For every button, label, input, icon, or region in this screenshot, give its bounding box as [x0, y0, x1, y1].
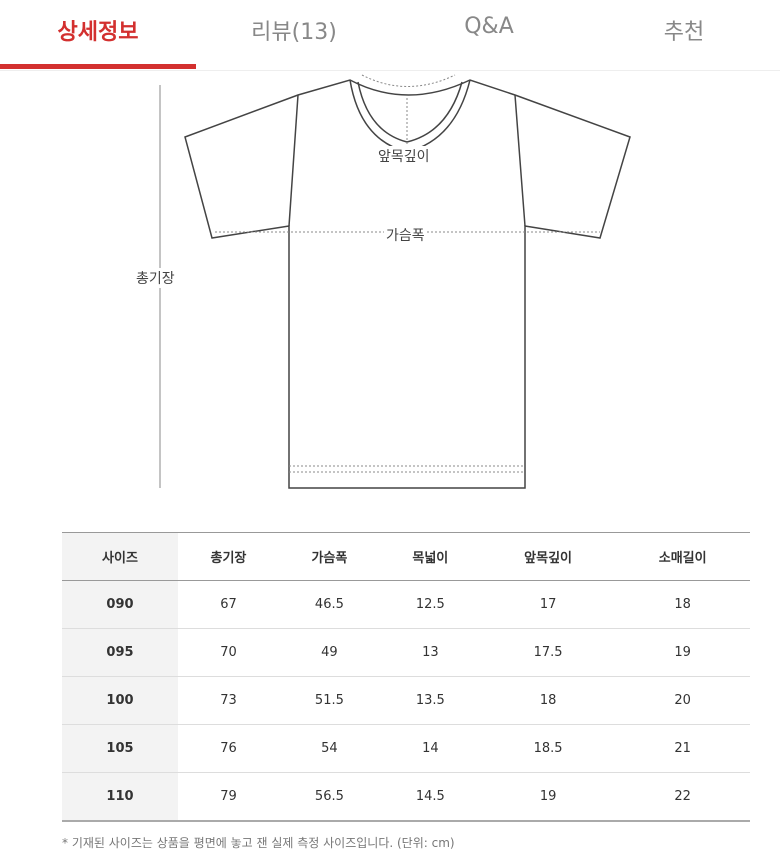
table-cell: 22: [615, 772, 750, 822]
header-front-neck-depth: 앞목깊이: [480, 532, 616, 581]
table-row: 095 70 49 13 17.5 19: [62, 628, 750, 677]
table-row: 105 76 54 14 18.5 21: [62, 724, 750, 773]
table-cell: 12.5: [379, 580, 481, 629]
header-chest: 가슴폭: [278, 532, 380, 581]
table-cell: 14.5: [379, 772, 481, 822]
table-row: 110 79 56.5 14.5 19 22: [62, 772, 750, 822]
table-cell: 70: [178, 628, 279, 677]
tab-details[interactable]: 상세정보: [57, 20, 139, 45]
table-cell: 67: [178, 580, 279, 629]
table-cell: 21: [615, 724, 750, 773]
table-cell: 19: [615, 628, 750, 677]
table-cell: 17.5: [480, 628, 616, 677]
tab-bar: 상세정보 리뷰(13) Q&A 추천: [0, 0, 780, 71]
tab-qna[interactable]: Q&A: [464, 14, 514, 39]
table-cell: 56.5: [278, 772, 380, 822]
table-cell: 100: [62, 676, 178, 725]
header-total-length: 총기장: [178, 532, 279, 581]
total-length-label: 총기장: [134, 268, 177, 288]
table-cell: 76: [178, 724, 279, 773]
table-cell: 110: [62, 772, 178, 822]
table-cell: 20: [615, 676, 750, 725]
header-neck-width: 목넓이: [379, 532, 481, 581]
table-row: 090 67 46.5 12.5 17 18: [62, 580, 750, 629]
table-cell: 17: [480, 580, 616, 629]
table-cell: 18: [615, 580, 750, 629]
table-cell: 73: [178, 676, 279, 725]
table-cell: 090: [62, 580, 178, 629]
active-tab-indicator: [0, 64, 196, 69]
size-table: 사이즈 총기장 가슴폭 목넓이 앞목깊이 소매길이 090 67 46.5 12.5 1…: [62, 532, 750, 822]
table-row: 100 73 51.5 13.5 18 20: [62, 676, 750, 725]
table-cell: 14: [379, 724, 481, 773]
table-cell: 18.5: [480, 724, 616, 773]
table-cell: 18: [480, 676, 616, 725]
front-neck-depth-label: 앞목깊이: [376, 146, 432, 166]
tshirt-diagram: [159, 74, 631, 489]
chest-width-label: 가슴폭: [384, 225, 427, 245]
table-cell: 095: [62, 628, 178, 677]
table-cell: 19: [480, 772, 616, 822]
table-cell: 105: [62, 724, 178, 773]
header-size: 사이즈: [62, 532, 178, 581]
table-cell: 13.5: [379, 676, 481, 725]
table-cell: 54: [278, 724, 380, 773]
tab-reviews[interactable]: 리뷰(13): [251, 20, 337, 45]
table-cell: 49: [278, 628, 380, 677]
tab-recommend[interactable]: 추천: [663, 20, 705, 45]
table-cell: 13: [379, 628, 481, 677]
table-cell: 51.5: [278, 676, 380, 725]
table-cell: 79: [178, 772, 279, 822]
table-cell: 46.5: [278, 580, 380, 629]
size-note: * 기재된 사이즈는 상품을 평면에 놓고 잰 실제 측정 사이즈입니다. (단…: [62, 836, 455, 850]
header-sleeve: 소매길이: [615, 532, 750, 581]
